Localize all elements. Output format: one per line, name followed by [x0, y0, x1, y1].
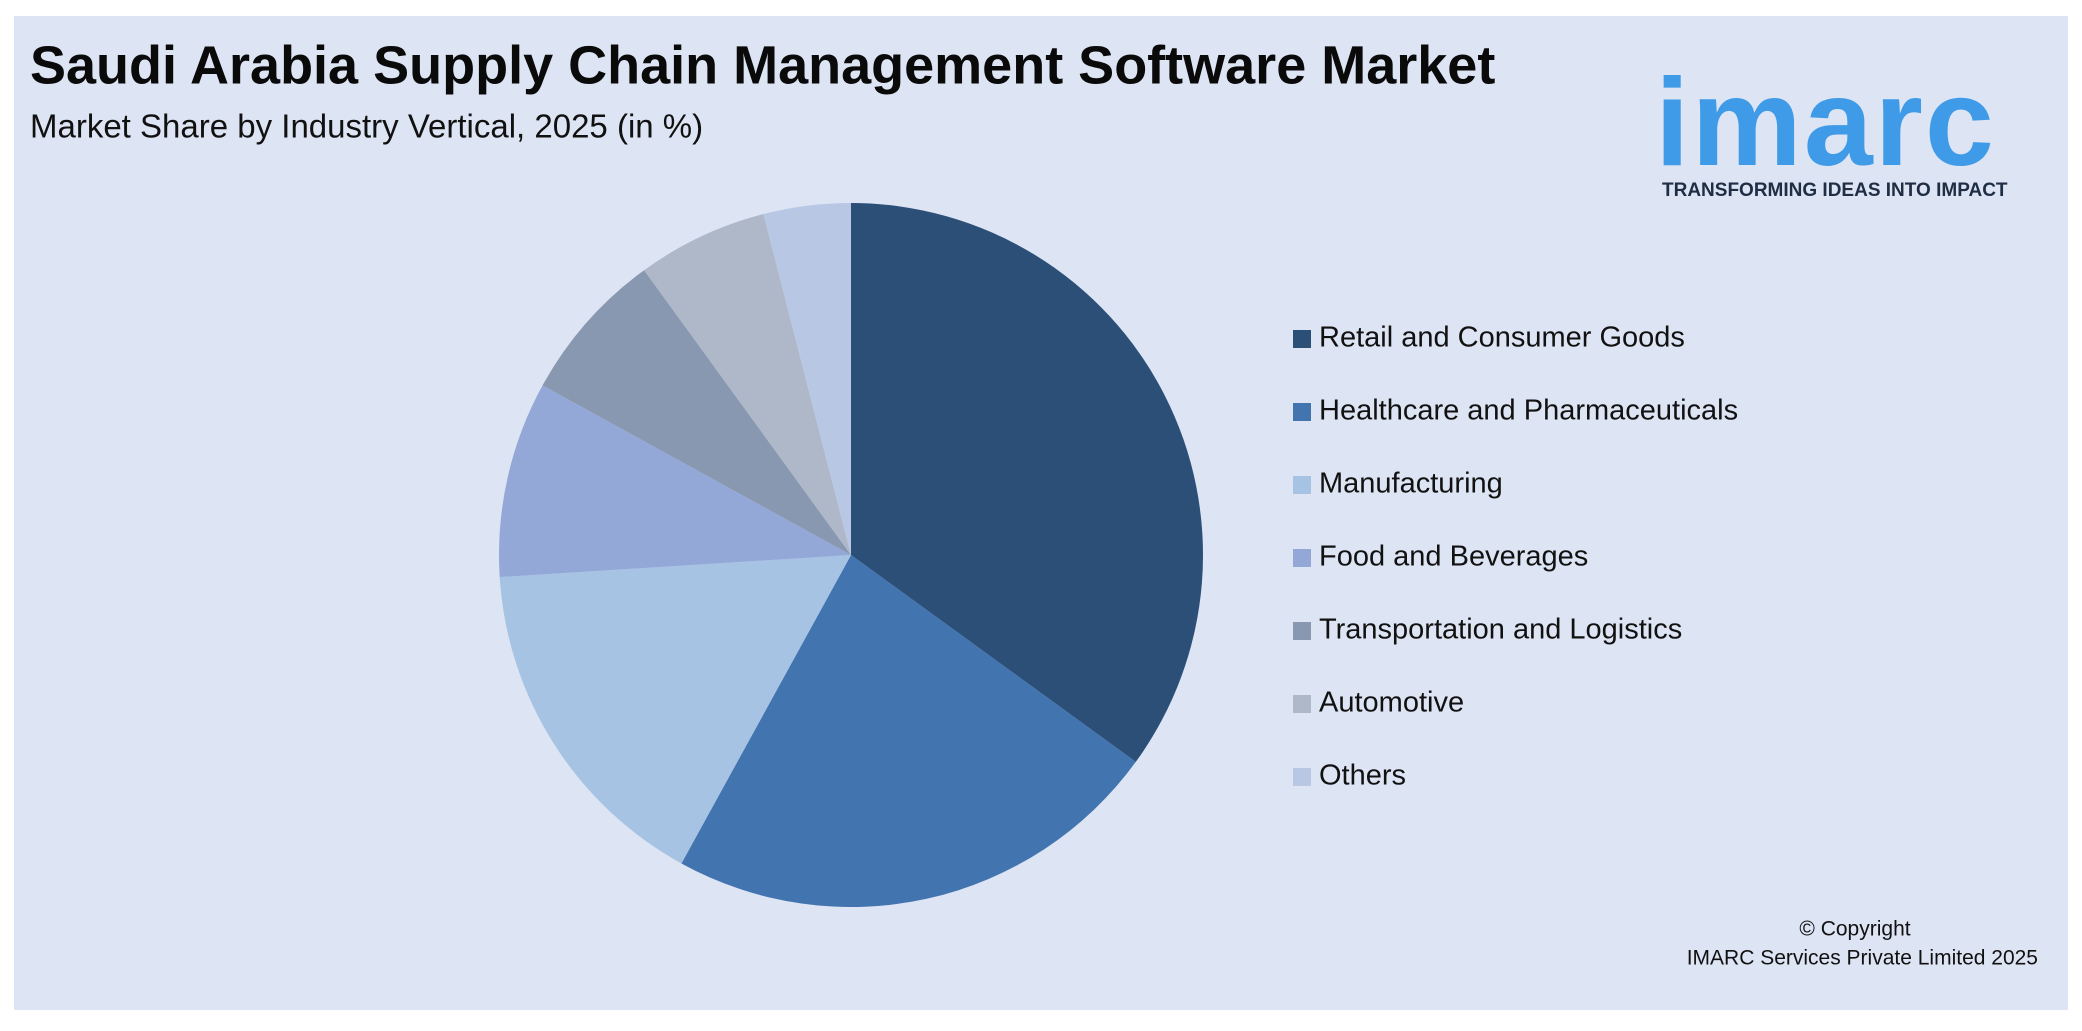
- pie-slice: [644, 214, 851, 556]
- legend-swatch: [1293, 768, 1311, 786]
- copyright: © Copyright: [1799, 918, 1910, 941]
- legend-label: Retail and Consumer Goods: [1319, 322, 1685, 354]
- legend-label: Manufacturing: [1319, 468, 1503, 500]
- legend-swatch: [1293, 549, 1311, 567]
- legend-label: Automotive: [1319, 687, 1464, 719]
- pie-slice: [499, 555, 851, 864]
- legend-label: Healthcare and Pharmaceuticals: [1319, 395, 1738, 427]
- pie-slice: [763, 203, 851, 555]
- legend-swatch: [1293, 476, 1311, 494]
- logo-tagline: TRANSFORMING IDEAS INTO IMPACT: [1662, 180, 2008, 201]
- pie-slice: [681, 555, 1136, 907]
- legend-swatch: [1293, 695, 1311, 713]
- pie-slice: [851, 203, 1204, 762]
- pie-slice: [499, 385, 851, 578]
- chart-subtitle: Market Share by Industry Vertical, 2025 …: [30, 108, 703, 145]
- chart-title: Saudi Arabia Supply Chain Management Sof…: [30, 35, 1495, 95]
- legend-swatch: [1293, 330, 1311, 348]
- legend-label: Others: [1319, 760, 1406, 792]
- pie-slice: [542, 270, 851, 555]
- copyright: IMARC Services Private Limited 2025: [1687, 947, 2038, 970]
- legend-label: Food and Beverages: [1319, 541, 1588, 573]
- logo-text: imarc: [1655, 54, 1996, 192]
- legend-swatch: [1293, 622, 1311, 640]
- legend-label: Transportation and Logistics: [1319, 614, 1682, 646]
- legend-swatch: [1293, 403, 1311, 421]
